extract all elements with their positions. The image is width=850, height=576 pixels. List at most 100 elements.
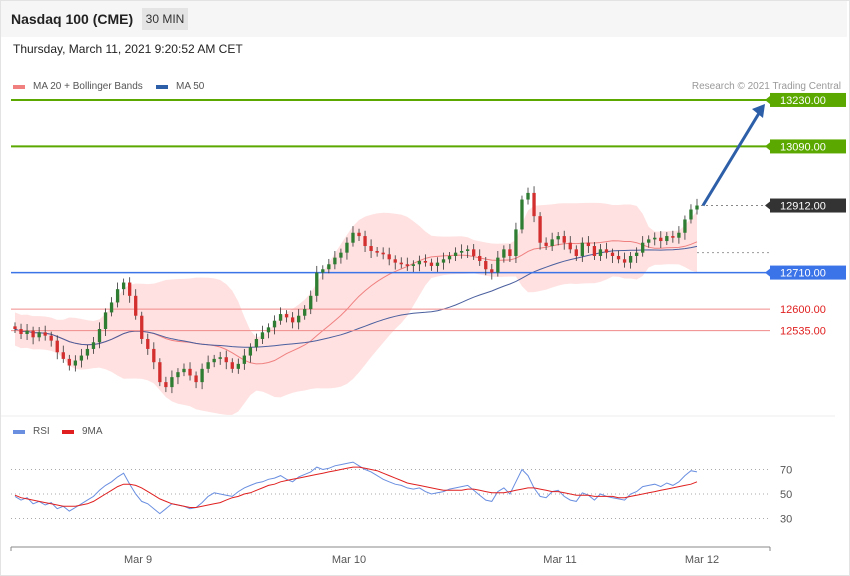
candle-body	[351, 232, 355, 243]
candle-body	[13, 326, 17, 330]
candle-body	[375, 251, 379, 253]
timestamp: Thursday, March 11, 2021 9:20:52 AM CET	[13, 42, 243, 56]
candle-body	[363, 236, 367, 247]
candle-body	[562, 236, 566, 243]
candle-body	[200, 368, 204, 383]
candle-body	[73, 360, 78, 366]
candle-body	[55, 340, 59, 353]
candle-body	[97, 329, 102, 343]
x-tick-label: Mar 12	[685, 554, 719, 566]
rsi-ma-line	[14, 466, 698, 508]
candle-body	[182, 368, 186, 373]
candle-body	[333, 257, 337, 265]
candle-body	[164, 382, 168, 388]
candle-body	[628, 255, 633, 263]
candle-body	[19, 329, 23, 334]
candle-body	[206, 362, 210, 369]
candle-body	[25, 330, 29, 334]
candle-body	[665, 236, 669, 242]
candle-body	[683, 219, 687, 233]
price-level-label: 13230.00	[780, 95, 826, 107]
price-level-label: 12600.00	[780, 304, 826, 316]
candle-body	[387, 254, 391, 260]
candle-body	[345, 242, 349, 253]
candle-body	[441, 259, 446, 263]
price-level-tag-pointer	[765, 201, 770, 210]
candle-body	[248, 347, 253, 356]
candle-body	[393, 259, 397, 263]
candle-body	[610, 252, 615, 256]
candle-body	[128, 282, 132, 296]
instrument-title: Nasdaq 100 (CME)	[11, 11, 134, 27]
candle-body	[67, 358, 71, 366]
x-tick-label: Mar 9	[124, 554, 152, 566]
candle-body	[31, 330, 35, 338]
ma50-swatch	[156, 84, 168, 89]
candle-body	[315, 272, 319, 296]
candle-body	[641, 242, 645, 253]
candle-body	[689, 209, 693, 220]
legend-rsi-ma: 9MA	[62, 426, 103, 437]
candle-body	[423, 260, 428, 263]
candle-body	[526, 192, 530, 200]
candle-body	[381, 252, 385, 255]
candle-body	[85, 348, 90, 356]
candle-body	[520, 199, 524, 230]
candle-body	[677, 232, 681, 238]
timeframe-badge[interactable]: 30 MIN	[142, 8, 188, 30]
candle-body	[508, 249, 512, 256]
candle-body	[429, 262, 434, 266]
candle-body	[278, 314, 283, 321]
price-level-label: 12912.00	[780, 201, 826, 213]
candle-body	[459, 251, 464, 253]
candle-body	[242, 355, 247, 364]
candle-body	[514, 229, 518, 256]
candle-body	[490, 269, 494, 273]
candle-body	[574, 249, 578, 256]
candle-body	[188, 368, 192, 376]
candle-body	[327, 264, 331, 270]
x-tick-label: Mar 10	[332, 554, 366, 566]
rsi-level-label: 30	[780, 514, 792, 526]
candle-body	[453, 252, 458, 256]
candle-body	[417, 260, 422, 265]
rsi-ma-swatch	[62, 429, 74, 434]
candle-body	[230, 362, 234, 369]
candle-body	[484, 260, 488, 270]
candle-body	[695, 205, 699, 210]
credit-text: Research © 2021 Trading Central	[691, 81, 841, 92]
candle-body	[399, 262, 403, 265]
price-level-label: 12710.00	[780, 268, 826, 280]
candle-body	[272, 320, 277, 328]
ma50-line	[14, 245, 698, 348]
candle-body	[37, 332, 41, 338]
price-level-label: 13090.00	[780, 141, 826, 153]
candle-body	[236, 363, 240, 369]
candle-body	[550, 239, 554, 247]
rsi-line	[14, 461, 698, 515]
forecast-arrow-line	[701, 109, 763, 207]
candle-body	[158, 362, 162, 383]
candle-body	[532, 192, 536, 217]
candle-body	[435, 262, 440, 266]
candle-body	[616, 255, 621, 260]
candle-body	[109, 302, 114, 313]
candle-body	[309, 295, 313, 310]
candle-body	[478, 255, 482, 261]
candle-body	[49, 335, 53, 341]
candle-body	[472, 249, 476, 256]
candle-body	[580, 242, 584, 256]
candle-body	[254, 338, 259, 348]
rsi-legend-label: RSI	[33, 426, 50, 437]
candle-body	[568, 242, 572, 250]
candle-body	[502, 249, 506, 258]
candle-body	[170, 377, 174, 388]
candle-body	[79, 355, 84, 361]
candle-body	[496, 257, 500, 273]
candle-body	[103, 312, 108, 330]
candle-body	[538, 216, 542, 243]
candle-body	[115, 289, 120, 303]
candle-body	[592, 246, 597, 256]
candle-body	[260, 332, 265, 339]
candle-body	[647, 239, 651, 243]
